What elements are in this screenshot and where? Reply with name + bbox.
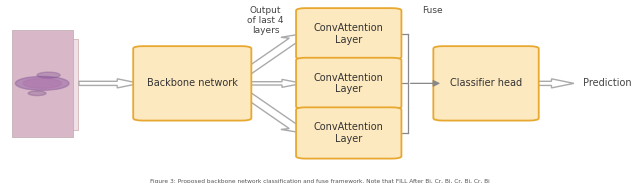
Polygon shape <box>245 79 303 87</box>
Text: Fuse: Fuse <box>422 6 443 15</box>
Circle shape <box>23 78 61 88</box>
Text: Figure 3: Proposed backbone network classification and fuse framework. Note that: Figure 3: Proposed backbone network clas… <box>150 179 490 183</box>
Text: ConvAttention
Layer: ConvAttention Layer <box>314 73 383 94</box>
Polygon shape <box>532 79 574 88</box>
Polygon shape <box>239 34 310 74</box>
Polygon shape <box>239 93 310 133</box>
Circle shape <box>28 91 46 96</box>
Text: Backbone network: Backbone network <box>147 78 237 88</box>
FancyBboxPatch shape <box>296 8 401 59</box>
Text: Classifier head: Classifier head <box>450 78 522 88</box>
FancyBboxPatch shape <box>133 46 252 121</box>
FancyBboxPatch shape <box>296 58 401 109</box>
Text: Output
of last 4
layers: Output of last 4 layers <box>248 6 284 36</box>
Text: ConvAttention
Layer: ConvAttention Layer <box>314 122 383 144</box>
FancyBboxPatch shape <box>12 30 72 137</box>
Circle shape <box>15 76 69 90</box>
FancyBboxPatch shape <box>17 39 77 130</box>
Text: Prediction: Prediction <box>583 78 632 88</box>
Polygon shape <box>79 79 140 88</box>
Circle shape <box>37 72 60 78</box>
Text: ConvAttention
Layer: ConvAttention Layer <box>314 23 383 45</box>
FancyBboxPatch shape <box>296 107 401 159</box>
FancyBboxPatch shape <box>433 46 539 121</box>
